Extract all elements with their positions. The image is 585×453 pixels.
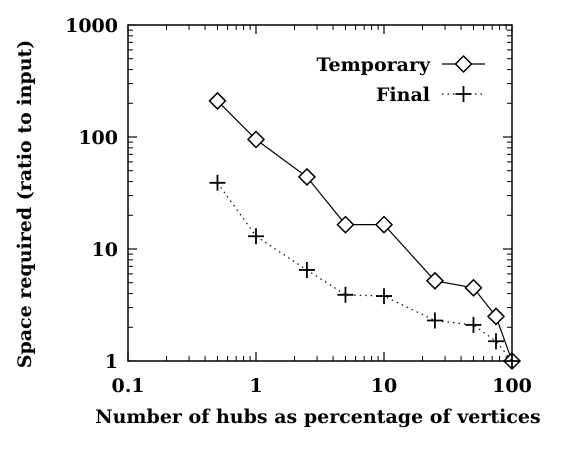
legend: Temporary Final [317, 54, 485, 106]
x-tick-label: 100 [492, 375, 532, 397]
data-point-final [209, 174, 226, 191]
data-point-final [337, 286, 354, 303]
data-point-temporary [336, 215, 355, 234]
y-tick-label: 1000 [65, 15, 118, 37]
legend-marker-temporary [454, 54, 473, 74]
data-point-temporary [208, 91, 227, 110]
y-tick-label: 1 [105, 351, 118, 373]
data-point-temporary [486, 307, 506, 326]
x-tick-label: 1 [249, 375, 262, 397]
x-axis-label: Number of hubs as percentage of vertices [95, 406, 540, 428]
series-layer [208, 91, 522, 371]
y-tick-label: 100 [78, 127, 118, 149]
data-point-temporary [297, 167, 316, 186]
legend-marker-final [455, 86, 472, 102]
data-point-final [426, 312, 443, 329]
data-point-temporary [374, 215, 394, 234]
data-point-final [488, 333, 505, 350]
x-tick-label: 0.1 [111, 375, 144, 397]
data-point-temporary [425, 271, 444, 290]
legend-label-final: Final [376, 84, 430, 106]
x-tick-label: 10 [371, 375, 397, 397]
data-point-final [504, 353, 520, 369]
plot-frame [127, 24, 513, 362]
data-point-temporary [464, 278, 483, 297]
data-point-temporary [246, 130, 266, 149]
data-point-final [376, 288, 392, 305]
data-point-final [248, 228, 264, 245]
series-line-final [217, 182, 513, 362]
data-point-final [465, 316, 482, 333]
y-axis-label: Space required (ratio to input) [14, 40, 36, 369]
ticks [127, 24, 513, 362]
data-point-final [298, 261, 315, 278]
y-tick-label: 10 [92, 239, 118, 261]
legend-label-temporary: Temporary [317, 54, 431, 76]
